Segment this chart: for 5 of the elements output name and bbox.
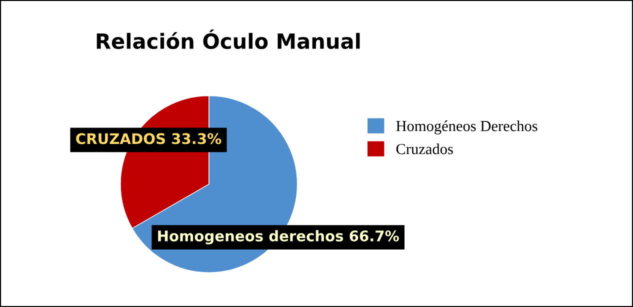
data-label: Homogeneos derechos 66.7% xyxy=(158,230,399,244)
chart-title: Relación Óculo Manual xyxy=(96,29,360,50)
data-label: CRUZADOS 33.3% xyxy=(76,133,222,144)
legend-label: Homogéneos Derechos xyxy=(396,120,538,134)
legend-label: Cruzados xyxy=(396,143,453,154)
